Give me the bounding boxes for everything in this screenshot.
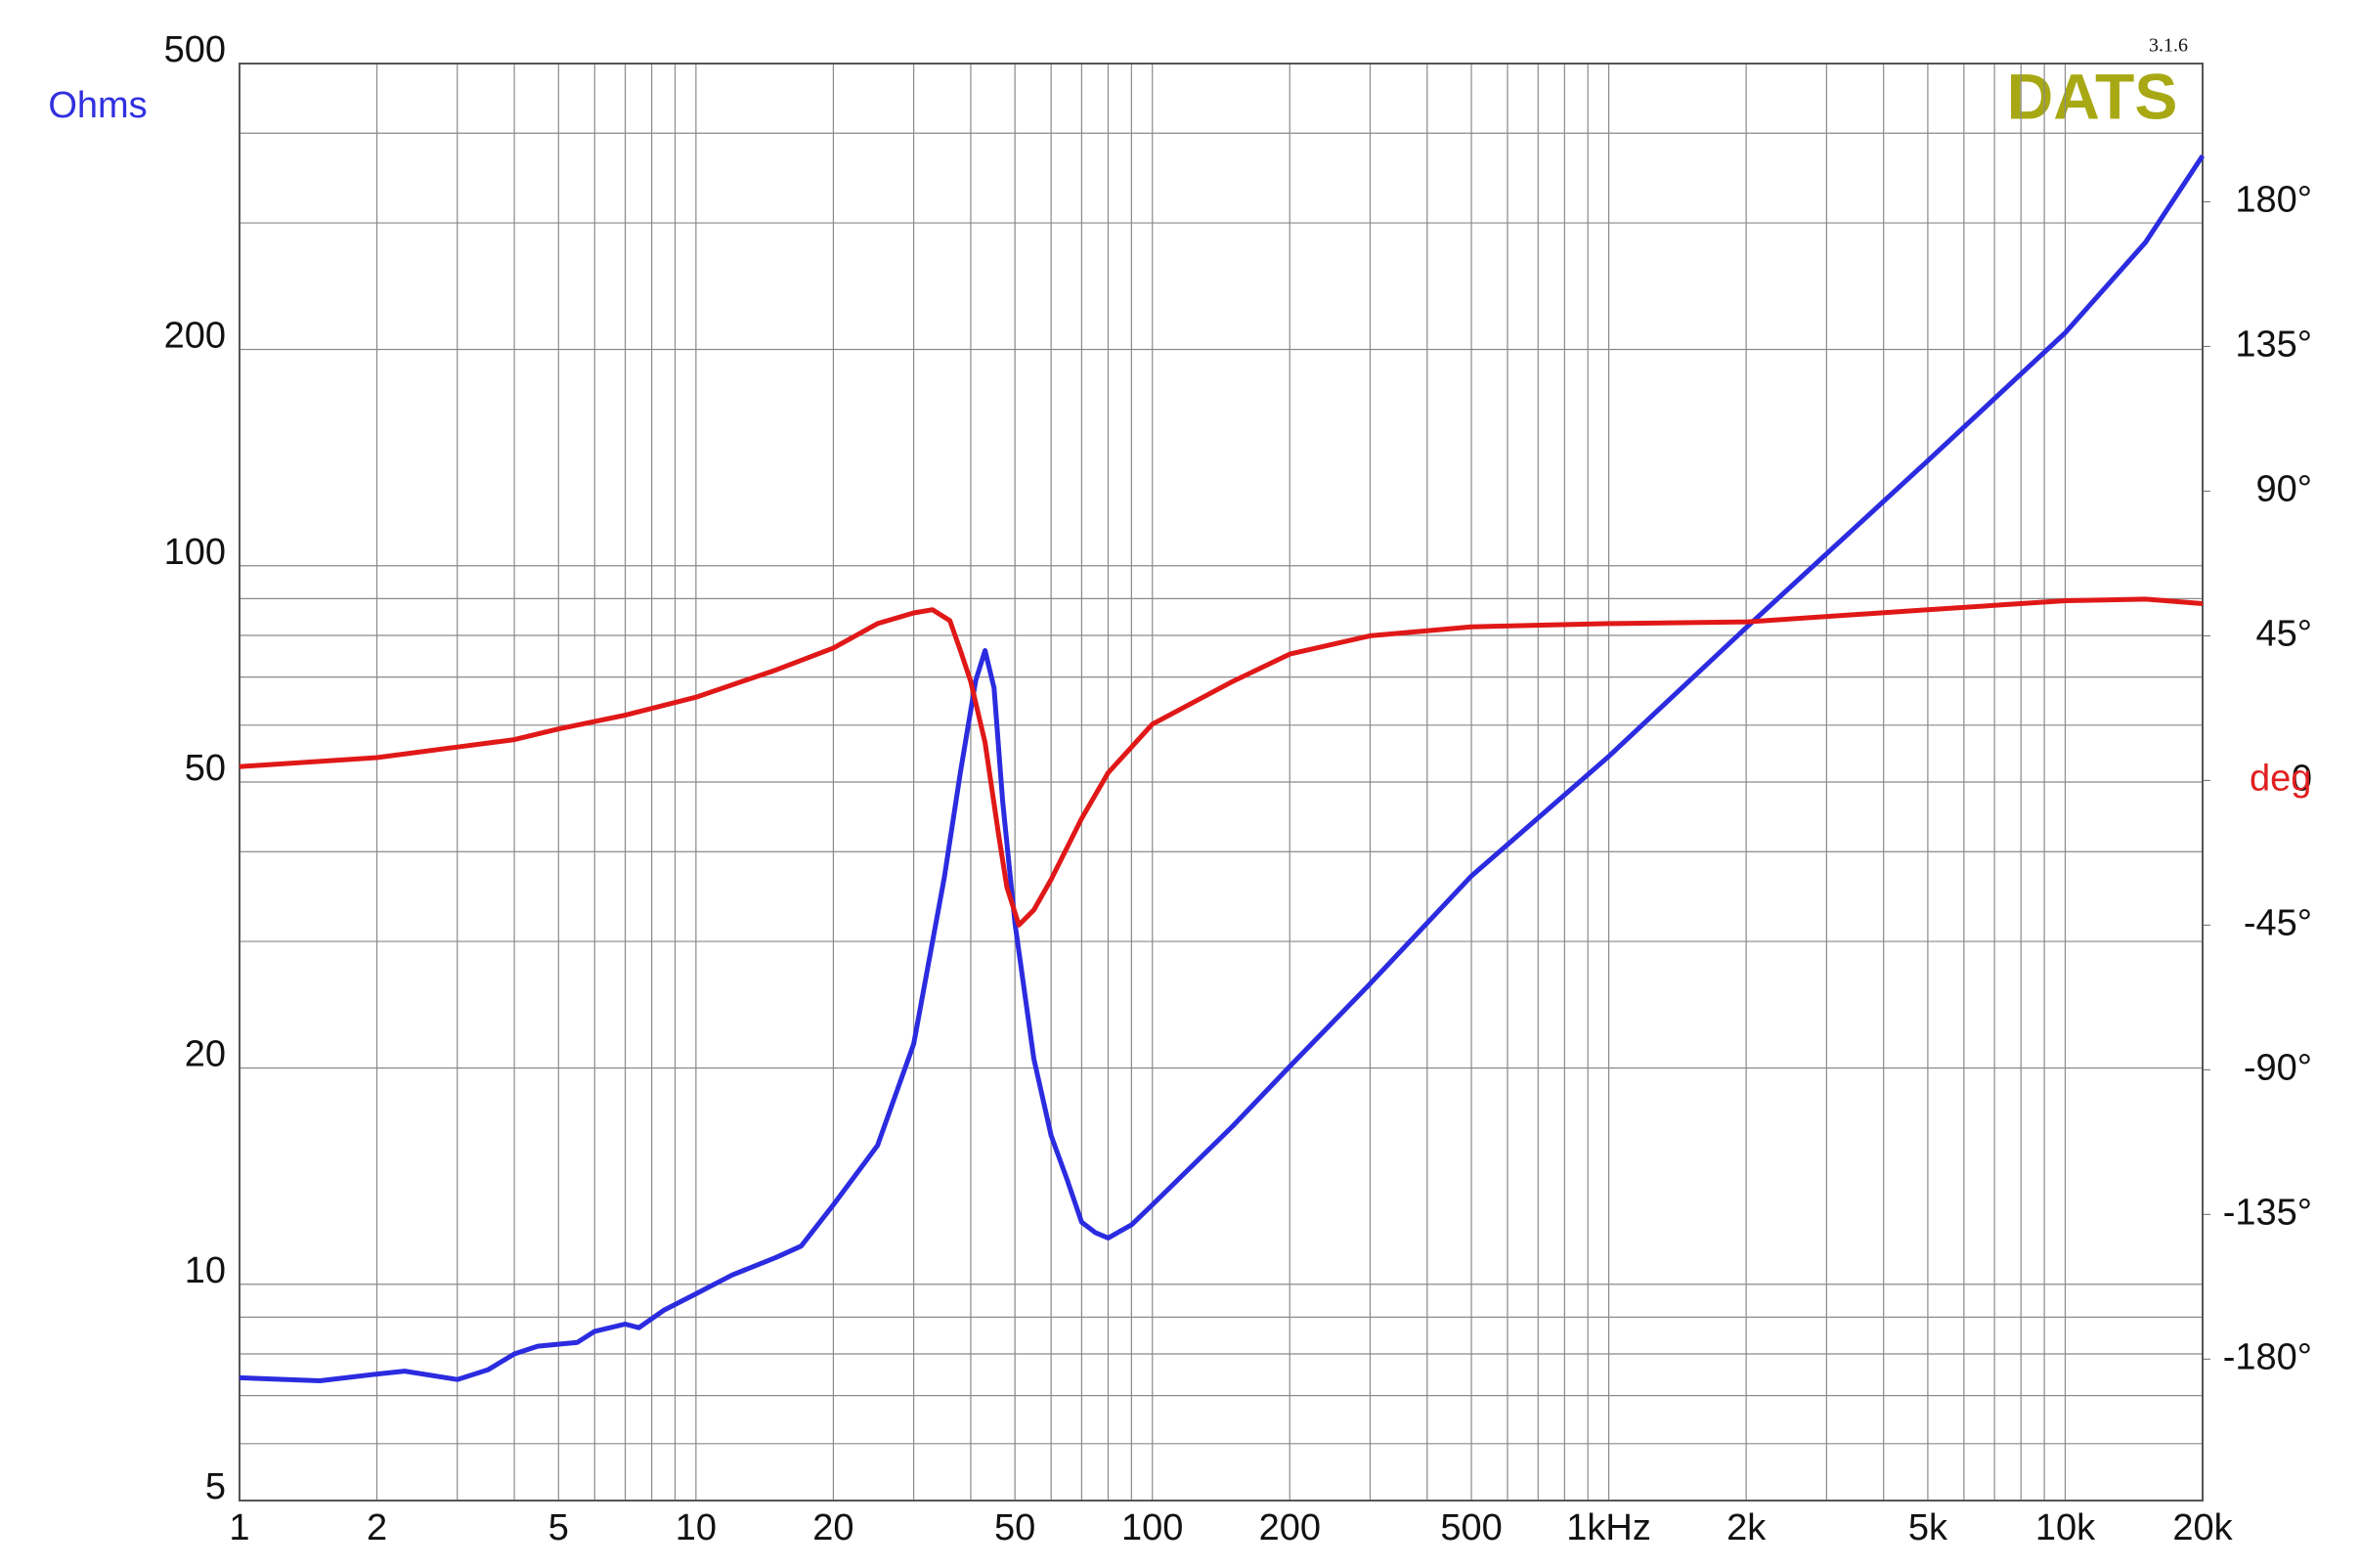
x-tick-label: 5 [548,1507,569,1548]
version: 3.1.6 [2149,35,2188,57]
y2-tick-label: 45° [2256,613,2312,654]
x-tick-label: 500 [1440,1507,1502,1548]
y-tick-label: 5 [205,1466,226,1507]
y2-axis-label: deg [2250,758,2311,799]
y-tick-label: 200 [164,316,226,357]
x-tick-label: 5k [1908,1507,1948,1548]
y2-tick-label: 135° [2235,324,2312,365]
x-tick-label: 20k [2172,1507,2233,1548]
y-tick-label: 10 [185,1250,226,1291]
plot-frame [239,63,2204,1502]
y2-tick-label: 90° [2256,468,2312,509]
y-axis-label: Ohms [48,85,147,126]
x-tick-label: 2k [1726,1507,1767,1548]
y2-tick-label: -180° [2223,1336,2312,1377]
x-tick-label: 1kHz [1566,1507,1651,1548]
x-tick-label: 2 [367,1507,387,1548]
x-tick-label: 20 [812,1507,853,1548]
y-tick-label: 100 [164,532,226,573]
y-tick-label: 20 [185,1034,226,1075]
series-line [239,596,2204,928]
y2-tick-label: 180° [2235,179,2312,220]
series-line [239,154,2206,1383]
y-tick-label: 50 [185,748,226,789]
y2-tick-label: -135° [2223,1192,2312,1233]
x-tick-label: 50 [994,1507,1035,1548]
logo: DATS [2007,60,2178,132]
y2-tick-label: 0 [2292,758,2312,799]
logo-box [1994,65,2190,137]
x-tick-label: 1 [229,1507,249,1548]
y2-tick-label: -45° [2244,902,2312,943]
y-tick-label: 500 [164,29,226,70]
y2-tick-label: -90° [2244,1047,2312,1088]
x-tick-label: 100 [1121,1507,1183,1548]
x-tick-label: 200 [1259,1507,1321,1548]
x-tick-label: 10 [676,1507,717,1548]
x-tick-label: 10k [2035,1507,2096,1548]
